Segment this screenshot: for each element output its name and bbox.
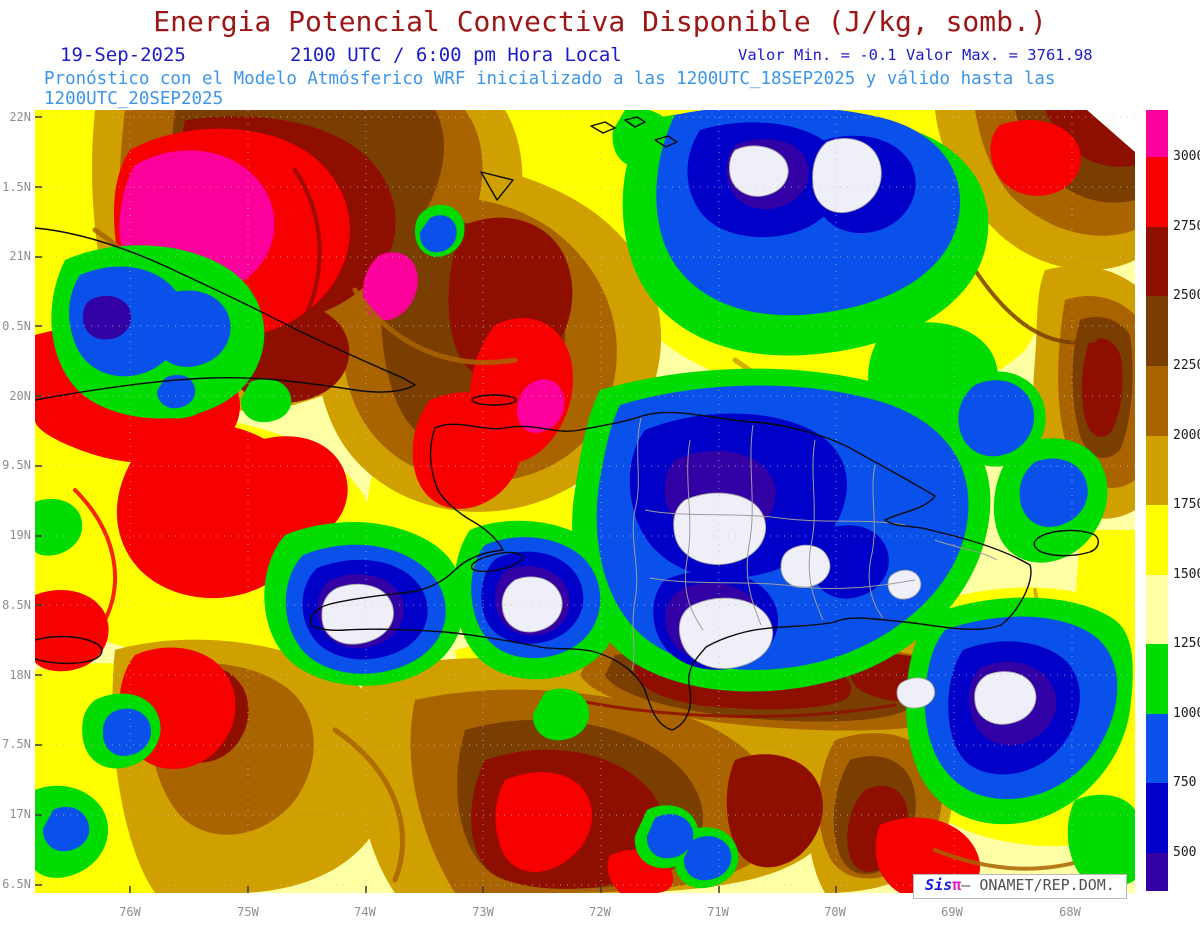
colorbar-segment-navy [1146,853,1168,891]
colorbar-label: 1000 [1173,706,1200,721]
colorbar-label: 1500 [1173,567,1200,582]
cuba-coastline [34,227,416,401]
coastlines [34,116,1099,731]
lat-axis-label: 17N [9,807,31,821]
colorbar-label: 750 [1173,775,1197,790]
admin-boundaries [631,417,998,671]
map-plot [34,105,1135,893]
hispaniola-coastline [309,411,1032,731]
colorbar-label: 3000 [1173,149,1200,164]
lon-axis-label: 71W [707,905,729,919]
inagua-island [480,171,514,201]
page-title: Energia Potencial Convectiva Disponible … [153,5,1047,38]
lat-axis-label: 21N [9,249,31,263]
colorbar-segment-green [1146,644,1168,714]
lat-axis-label: 0.5N [2,319,31,333]
colorbar-segment-brown [1146,366,1168,436]
turks-caicos-islands [590,116,678,148]
colorbar-segment-yellow [1146,505,1168,575]
colorbar-segment-red [1146,157,1168,227]
minmax-values-label: Valor Min. = -0.1 Valor Max. = 3761.98 [738,46,1093,64]
lat-axis-label: 19N [9,528,31,542]
lat-axis-label: 22N [9,110,31,124]
lon-axis-label: 73W [472,905,494,919]
colorbar-label: 500 [1173,845,1197,860]
lat-axis-label: 20N [9,389,31,403]
colorbar-segment-darkbrown [1146,296,1168,366]
lat-axis-label: 1.5N [2,180,31,194]
colorbar-label: 2250 [1173,358,1200,373]
lon-axis-label: 72W [589,905,611,919]
lat-axis-label: 7.5N [2,737,31,751]
colorbar-label: 1750 [1173,497,1200,512]
cape-map [34,105,1135,893]
lon-axis-label: 69W [941,905,963,919]
watermark: Sisπ– ONAMET/REP.DOM. [913,874,1127,899]
lon-axis-label: 68W [1059,905,1081,919]
colorbar-segment-ochre [1146,436,1168,505]
date-label: 19-Sep-2025 [60,44,186,66]
colorbar-segment-maroon [1146,227,1168,296]
colorbar-segment-darkblue [1146,783,1168,853]
white-low-patches [321,110,1135,725]
gonave-island [470,551,524,573]
lon-axis-label: 76W [119,905,141,919]
colorbar [1146,110,1168,891]
tortue-island [471,394,517,406]
colorbar-segment-pink [1146,110,1168,157]
colorbar-label: 2750 [1173,219,1200,234]
watermark-pi-icon: π [952,876,962,894]
colorbar-segment-blue [1146,714,1168,783]
colorbar-label: 2000 [1173,428,1200,443]
jamaica-coastline [34,635,103,665]
lat-axis-label: 8.5N [2,598,31,612]
lon-axis-label: 70W [824,905,846,919]
colorbar-label: 1250 [1173,636,1200,651]
colorbar-label: 2500 [1173,288,1200,303]
lat-axis-label: 18N [9,668,31,682]
watermark-sis: Sis [925,876,953,894]
lon-axis-label: 75W [237,905,259,919]
puerto-rico-coastline [1033,529,1099,557]
lat-axis-label: 6.5N [2,877,31,891]
watermark-agency: – ONAMET/REP.DOM. [961,876,1115,894]
lon-axis-label: 74W [354,905,376,919]
lat-axis-label: 9.5N [2,458,31,472]
valid-time-label: 2100 UTC / 6:00 pm Hora Local [290,44,622,66]
colorbar-segment-paleyellow [1146,575,1168,644]
forecast-model-label: Pronóstico con el Modelo Atmósferico WRF… [44,69,1056,109]
